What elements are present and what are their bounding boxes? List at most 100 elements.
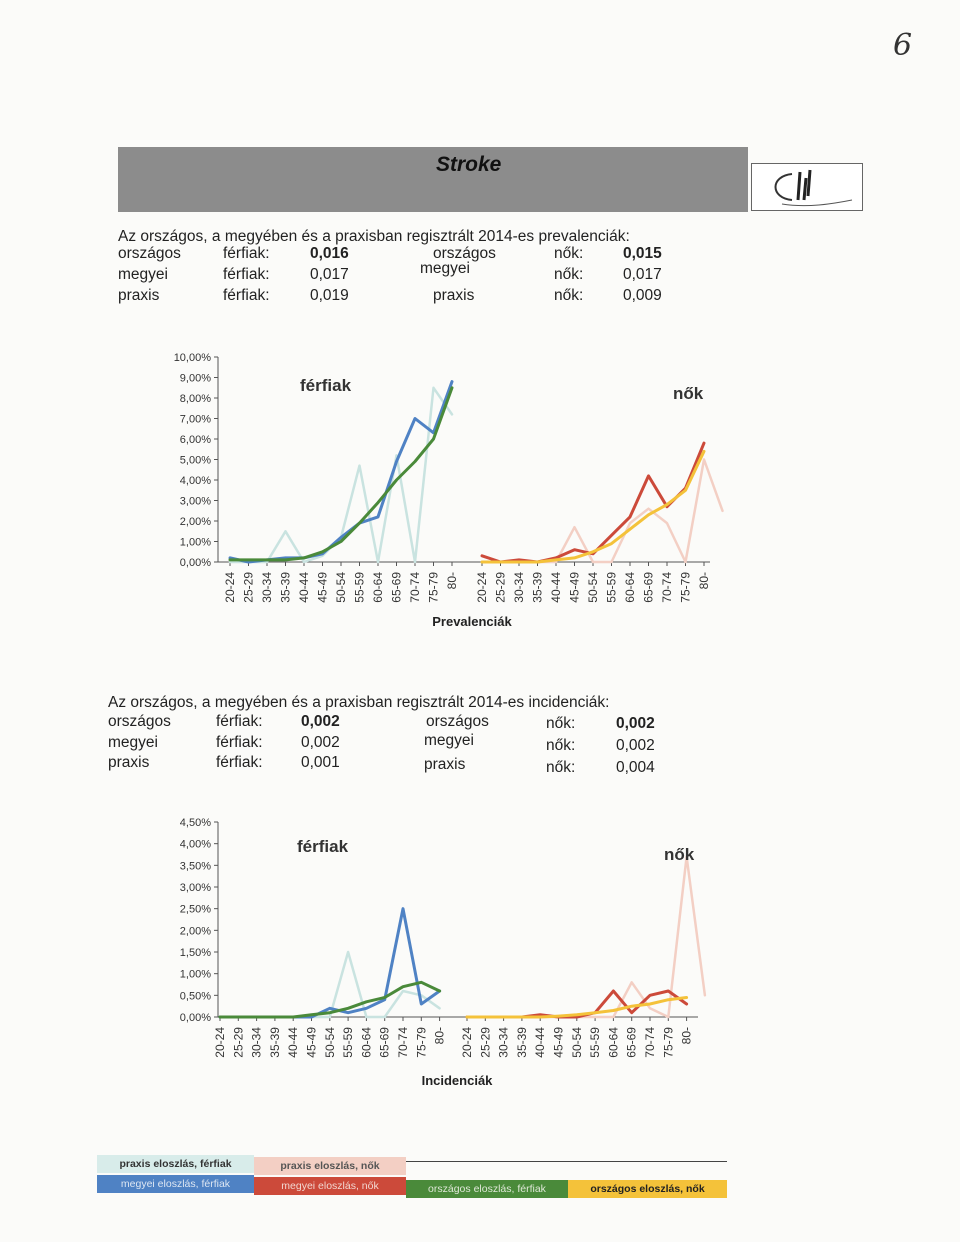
x-tick-label: 60-64 — [359, 1027, 373, 1058]
x-tick-label: 30-34 — [260, 572, 274, 603]
x-tick-label: 35-39 — [268, 1027, 282, 1058]
x-tick-label: 25-29 — [231, 1027, 245, 1058]
men-series-line — [228, 386, 454, 562]
x-tick-label: 45-49 — [305, 1027, 319, 1058]
stat-value: 0,001 — [301, 754, 340, 771]
stat-label: praxis — [118, 287, 160, 304]
y-tick-label: 2,00% — [180, 516, 211, 528]
x-tick-label: 65-69 — [642, 572, 656, 603]
x-tick-label: 65-69 — [390, 572, 404, 603]
stat-sex: nők: — [546, 715, 576, 732]
stat-sex: nők: — [546, 737, 576, 754]
stat-label: megyei — [420, 260, 470, 277]
page-number: 6 — [893, 28, 913, 63]
y-tick-label: 3,00% — [180, 496, 211, 508]
stat-value: 0,016 — [310, 245, 349, 262]
x-tick-label: 50-54 — [586, 572, 600, 603]
legend-item: praxis eloszlás, férfiak — [97, 1155, 254, 1173]
stat-sex: férfiak: — [223, 287, 270, 304]
men-label: férfiak — [297, 837, 349, 856]
y-tick-label: 9,00% — [180, 373, 211, 385]
stat-label: országos — [118, 245, 181, 262]
stat-label: praxis — [433, 287, 475, 304]
x-tick-label: 35-39 — [279, 572, 293, 603]
x-tick-label: 50-54 — [323, 1027, 337, 1058]
x-tick-label: 45-49 — [568, 572, 582, 603]
chart-title: Prevalenciák — [432, 614, 512, 629]
stat-value: 0,017 — [623, 266, 662, 283]
x-tick-label: 35-39 — [515, 1027, 529, 1058]
prevalence-intro: Az országos, a megyében és a praxisban r… — [118, 228, 630, 245]
x-tick-label: 70-74 — [660, 572, 674, 603]
x-tick-label: 55-59 — [341, 1027, 355, 1058]
x-tick-label: 75-79 — [661, 1027, 675, 1058]
x-tick-label: 30-34 — [497, 1027, 511, 1058]
women-series-line — [465, 996, 689, 1019]
x-tick-label: 55-59 — [588, 1027, 602, 1058]
x-tick-label: 80- — [697, 572, 711, 589]
y-tick-label: 3,50% — [180, 860, 211, 872]
stat-value: 0,002 — [301, 734, 340, 751]
x-tick-label: 40-44 — [286, 1027, 300, 1058]
stat-value: 0,009 — [623, 287, 662, 304]
stat-value: 0,004 — [616, 759, 655, 776]
x-tick-label: 40-44 — [533, 1027, 547, 1058]
women-series-line — [480, 449, 706, 564]
stat-value: 0,002 — [616, 715, 655, 732]
y-tick-label: 2,50% — [180, 904, 211, 916]
x-tick-label: 75-79 — [427, 572, 441, 603]
y-tick-label: 1,00% — [180, 537, 211, 549]
prevalence-stats: Az országos, a megyében és a praxisban r… — [118, 227, 678, 307]
x-tick-label: 40-44 — [549, 572, 563, 603]
legend-item: praxis eloszlás, nők — [254, 1157, 406, 1175]
x-tick-label: 70-74 — [643, 1027, 657, 1058]
x-tick-label: 20-24 — [213, 1027, 227, 1058]
stat-sex: nők: — [554, 287, 584, 304]
women-series-line — [480, 441, 706, 564]
stat-value: 0,002 — [616, 737, 655, 754]
x-tick-label: 25-29 — [494, 572, 508, 603]
y-tick-label: 1,00% — [180, 969, 211, 981]
stat-value: 0,002 — [301, 713, 340, 730]
y-tick-label: 0,00% — [180, 557, 211, 569]
x-tick-label: 20-24 — [223, 572, 237, 603]
chart-title: Incidenciák — [422, 1073, 494, 1088]
x-tick-label: 50-54 — [334, 572, 348, 603]
stat-label: praxis — [108, 754, 150, 771]
x-tick-label: 65-69 — [625, 1027, 639, 1058]
logo-icon — [751, 163, 863, 211]
men-series-line — [218, 907, 442, 1019]
x-tick-label: 65-69 — [378, 1027, 392, 1058]
men-label: férfiak — [300, 376, 352, 395]
y-tick-label: 1,50% — [180, 947, 211, 959]
stat-label: megyei — [108, 734, 158, 751]
x-tick-label: 50-54 — [570, 1027, 584, 1058]
x-tick-label: 60-64 — [623, 572, 637, 603]
y-tick-label: 3,00% — [180, 882, 211, 894]
y-tick-label: 4,50% — [180, 817, 211, 829]
y-tick-label: 4,00% — [180, 475, 211, 487]
stats-row: praxis férfiak: 0,019 praxis nők: 0,009 — [118, 286, 678, 306]
stat-sex: férfiak: — [216, 754, 263, 771]
y-tick-label: 0,50% — [180, 990, 211, 1002]
stat-label: megyei — [118, 266, 168, 283]
stat-sex: nők: — [546, 759, 576, 776]
x-tick-label: 30-34 — [512, 572, 526, 603]
x-tick-label: 80- — [445, 572, 459, 589]
x-tick-label: 75-79 — [414, 1027, 428, 1058]
stats-row: országos férfiak: 0,002 országos nők: 0,… — [108, 712, 688, 732]
x-tick-label: 45-49 — [316, 572, 330, 603]
legend-item: országos eloszlás, férfiak — [406, 1180, 568, 1198]
x-tick-label: 30-34 — [250, 1027, 264, 1058]
stats-row: országos férfiak: 0,016 országos nők: 0,… — [118, 244, 678, 264]
stats-row: megyei férfiak: 0,002 megyei nők: 0,002 — [108, 732, 688, 754]
legend-item: megyei eloszlás, férfiak — [97, 1175, 254, 1193]
x-tick-label: 60-64 — [371, 572, 385, 603]
y-tick-label: 2,00% — [180, 925, 211, 937]
incidence-intro: Az országos, a megyében és a praxisban r… — [108, 694, 610, 711]
stats-row: megyei férfiak: 0,017 megyei nők: 0,017 — [118, 260, 678, 285]
stat-value: 0,019 — [310, 287, 349, 304]
x-tick-label: 25-29 — [478, 1027, 492, 1058]
stat-label: megyei — [424, 732, 474, 749]
x-tick-label: 20-24 — [475, 572, 489, 603]
